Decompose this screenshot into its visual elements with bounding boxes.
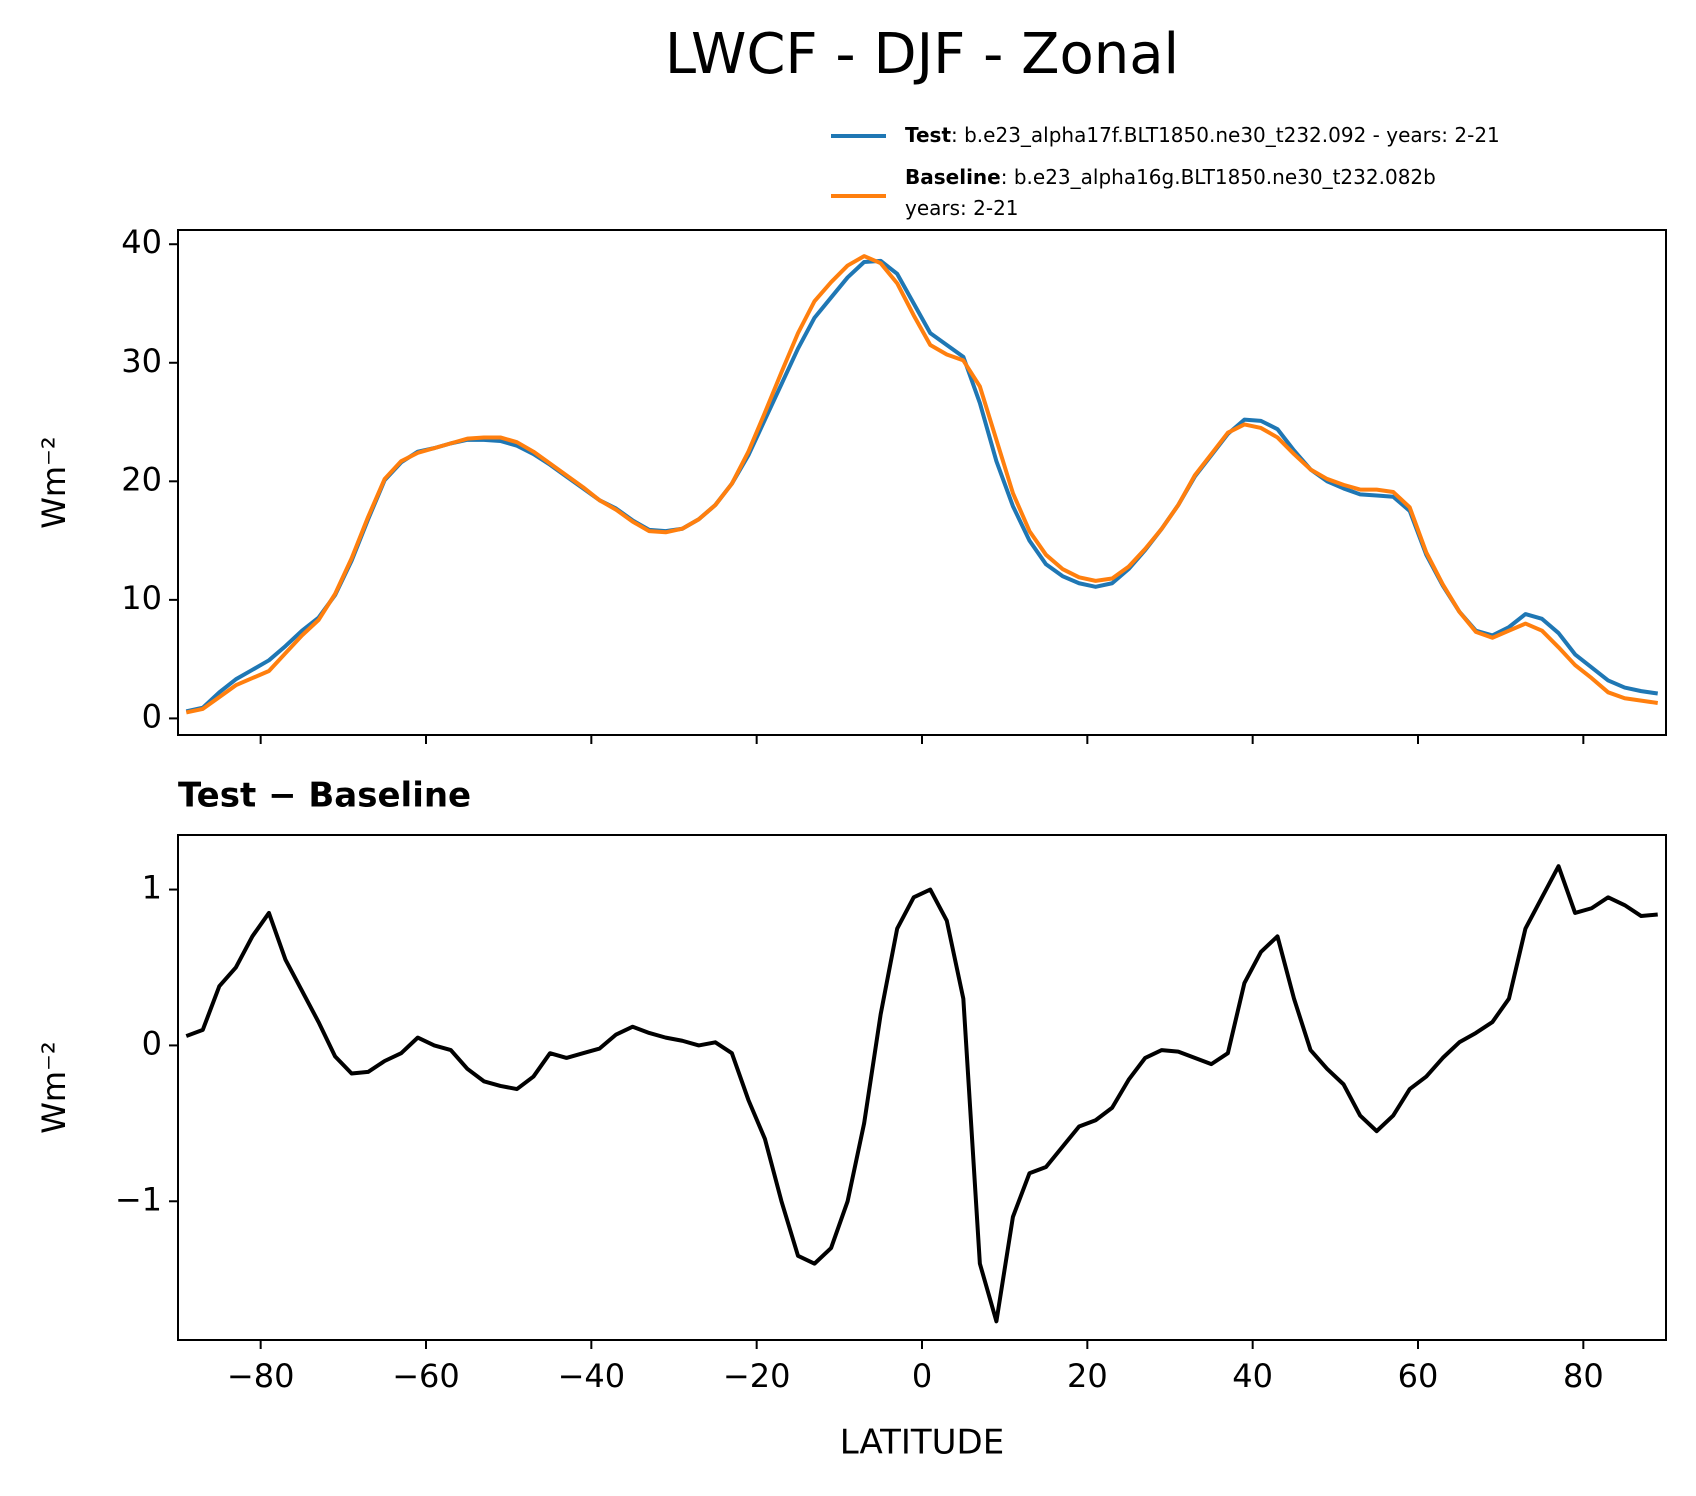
x-axis-label: LATITUDE bbox=[840, 1423, 1004, 1463]
y-tick-label: 30 bbox=[121, 342, 162, 380]
x-tick-label: −80 bbox=[227, 1357, 295, 1395]
legend-label: Baseline: b.e23_alpha16g.BLT1850.ne30_t2… bbox=[905, 165, 1436, 189]
x-tick-label: 80 bbox=[1563, 1357, 1604, 1395]
legend-description: : b.e23_alpha17f.BLT1850.ne30_t232.092 -… bbox=[951, 123, 1500, 147]
legend-description: years: 2-21 bbox=[905, 196, 1019, 220]
figure-title: LWCF - DJF - Zonal bbox=[665, 22, 1179, 87]
data-line bbox=[185, 864, 1658, 1324]
legend-label: Test: b.e23_alpha17f.BLT1850.ne30_t232.0… bbox=[905, 123, 1500, 147]
legend-label: years: 2-21 bbox=[905, 196, 1019, 220]
data-line bbox=[185, 254, 1659, 715]
y-tick-label: 20 bbox=[121, 460, 162, 498]
y-tick-label: −1 bbox=[115, 1180, 162, 1218]
legend-description: : b.e23_alpha16g.BLT1850.ne30_t232.082b bbox=[1001, 165, 1436, 189]
y-tick-label: 40 bbox=[121, 223, 162, 261]
axes-frame bbox=[177, 229, 1667, 736]
x-tick-label: 0 bbox=[912, 1357, 932, 1395]
legend-name: Baseline bbox=[905, 165, 1001, 189]
legend-name: Test bbox=[905, 123, 951, 147]
y-tick-label: 0 bbox=[142, 697, 162, 735]
y-axis-label: Wm⁻² bbox=[35, 436, 73, 529]
x-tick-label: −40 bbox=[558, 1357, 626, 1395]
y-tick-label: 0 bbox=[142, 1024, 162, 1062]
x-tick-label: 60 bbox=[1398, 1357, 1439, 1395]
subplot-title: Test − Baseline bbox=[178, 776, 471, 816]
x-tick-label: 20 bbox=[1067, 1357, 1108, 1395]
x-tick-label: 40 bbox=[1232, 1357, 1273, 1395]
axes-frame bbox=[177, 834, 1667, 1341]
x-tick-label: −20 bbox=[723, 1357, 791, 1395]
y-tick-label: 1 bbox=[142, 869, 162, 907]
y-axis-label: Wm⁻² bbox=[35, 1041, 73, 1134]
y-tick-label: 10 bbox=[121, 579, 162, 617]
x-tick-label: −60 bbox=[392, 1357, 460, 1395]
